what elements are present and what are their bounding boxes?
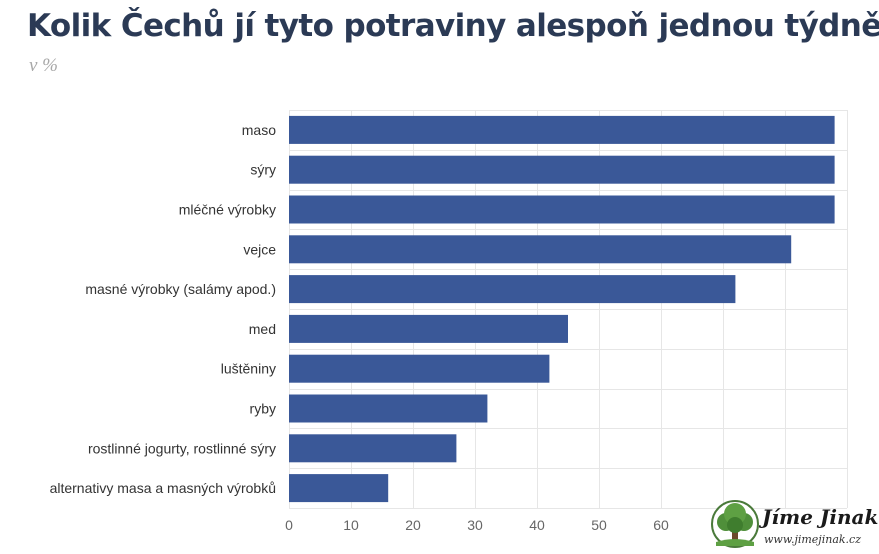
chart-subtitle: v % — [29, 55, 59, 76]
bar — [289, 314, 568, 343]
category-label: luštěniny — [221, 361, 276, 377]
x-tick-label: 50 — [591, 517, 607, 533]
category-label: vejce — [243, 241, 276, 257]
x-tick-label: 30 — [467, 517, 483, 533]
brand-logo: Jíme Jinak www.jimejinak.cz — [708, 496, 879, 552]
bar — [289, 115, 835, 144]
x-tick-label: 60 — [653, 517, 669, 533]
category-label: sýry — [250, 162, 276, 178]
category-label: ryby — [250, 401, 276, 417]
category-label: alternativy masa a masných výrobků — [50, 480, 276, 496]
category-label: med — [249, 321, 276, 337]
category-label: rostlinné jogurty, rostlinné sýry — [88, 440, 276, 456]
logo-name: Jíme Jinak — [762, 505, 879, 529]
bar — [289, 394, 488, 423]
bar — [289, 155, 835, 184]
bar — [289, 434, 457, 463]
bar — [289, 354, 550, 383]
chart-title: Kolik Čechů jí tyto potraviny alespoň je… — [27, 8, 879, 44]
bar — [289, 195, 835, 224]
x-tick-label: 10 — [343, 517, 359, 533]
x-tick-label: 0 — [285, 517, 293, 533]
bar — [289, 474, 389, 503]
category-label: masné výrobky (salámy apod.) — [85, 281, 276, 297]
x-tick-label: 20 — [405, 517, 421, 533]
logo-url: www.jimejinak.cz — [764, 533, 861, 546]
bar — [289, 235, 792, 264]
category-label: mléčné výrobky — [179, 202, 276, 218]
x-tick-label: 40 — [529, 517, 545, 533]
tree-logo-icon — [711, 500, 759, 548]
bar — [289, 275, 736, 304]
category-label: maso — [242, 122, 276, 138]
